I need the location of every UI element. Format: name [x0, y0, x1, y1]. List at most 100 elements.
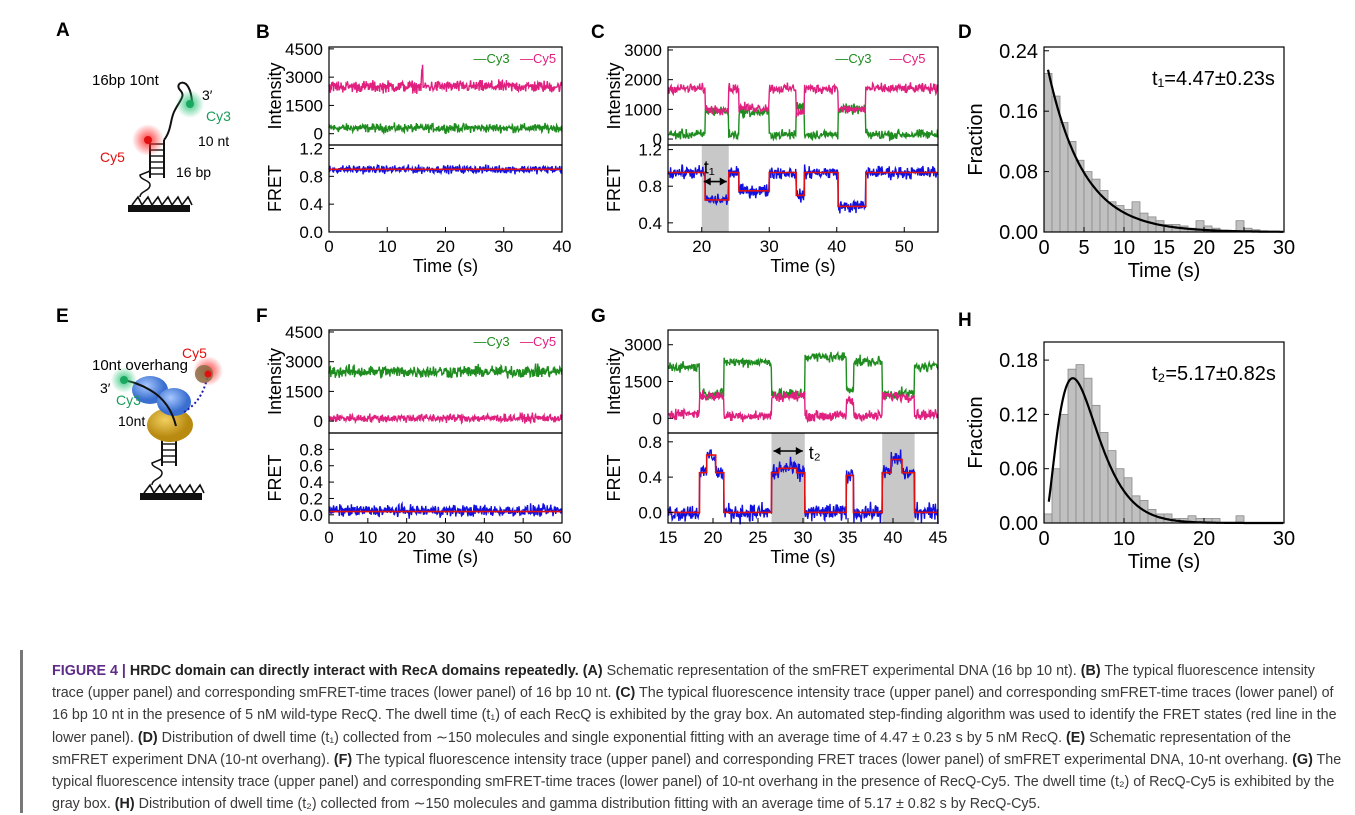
x-tick-label: 15 — [659, 528, 678, 547]
trace-cy3 — [328, 122, 563, 136]
caption-text-c: The typical fluorescence intensity trace… — [52, 685, 1337, 746]
x-tick-label: 10 — [1113, 237, 1135, 259]
cy3-label-a: Cy3 — [206, 108, 231, 124]
reca-domain-2 — [157, 388, 191, 416]
dwell-annotation: t₂ — [809, 443, 821, 463]
legend-cy5: —Cy5 — [520, 51, 556, 66]
nt-label-a: 10 nt — [198, 133, 229, 149]
fret-y-tick-label: 0.0 — [638, 503, 662, 522]
intensity-y-tick-label: 4500 — [285, 323, 323, 342]
panel-label-e: E — [56, 306, 69, 327]
intensity-y-tick-label: 1000 — [624, 100, 662, 119]
intensity-y-tick-label: 0 — [653, 409, 662, 428]
trace-cy5 — [667, 81, 939, 119]
fret-y-tick-label: 0.0 — [299, 506, 323, 525]
hist-bar — [1051, 95, 1061, 233]
y-tick-label: 0.12 — [999, 404, 1038, 426]
caption-text-f: The typical fluorescence intensity trace… — [352, 751, 1289, 768]
cy3-dye-a — [186, 100, 194, 108]
intensity-y-tick-label: 1500 — [285, 382, 323, 401]
caption-title: HRDC domain can directly interact with R… — [125, 663, 579, 679]
hist-bar — [1067, 368, 1077, 524]
trace-chart-G: 0 1500 3000 0.0 0.4 0.8 15 20 25 30 35 40 45 Time (s)… — [604, 329, 948, 567]
trace-cy5 — [328, 64, 563, 94]
x-tick-label: 30 — [494, 237, 513, 256]
fret-fit-line — [668, 454, 938, 514]
fret-y-tick-label: 0.2 — [299, 489, 323, 508]
hrdc-domain — [195, 365, 213, 383]
hist-bar — [1051, 468, 1061, 524]
caption-text-g: The typical fluorescence intensity trace… — [52, 751, 1342, 813]
x-axis-label: Time (s) — [413, 256, 478, 276]
axes-frame — [667, 144, 939, 233]
dwell-arrowheads — [703, 177, 727, 186]
fret-axis-label: FRET — [604, 165, 624, 212]
dwell-box — [701, 145, 729, 232]
fret-axis-label: FRET — [604, 455, 624, 502]
hist-bar — [1075, 364, 1085, 524]
panel-label-c: C — [591, 22, 605, 43]
x-tick-label: 60 — [553, 528, 572, 547]
caption-tag-c: (C) — [615, 685, 636, 702]
x-tick-label: 40 — [827, 237, 846, 256]
x-axis-label: Time (s) — [770, 256, 835, 276]
surface-anchors — [131, 195, 193, 207]
x-tick-label: 45 — [929, 528, 948, 547]
intensity-y-tick-label: 4500 — [285, 40, 323, 59]
histogram-chart-H: 0.00 0.06 0.12 0.18 0 10 20 30 Time (s) Fraction t… — [965, 341, 1295, 573]
x-tick-label: 30 — [1273, 237, 1295, 259]
intensity-y-tick-label: 3000 — [285, 353, 323, 372]
y-tick-label: 0.06 — [999, 459, 1038, 481]
schematic-e-title: 10nt overhang — [92, 357, 188, 374]
hist-bar — [1043, 73, 1053, 233]
trace-cy5 — [667, 390, 939, 424]
bp-label-a: 16 bp — [176, 164, 211, 180]
fret-y-tick-label: 0.8 — [299, 167, 323, 186]
biotin-linker — [139, 170, 151, 198]
legend-cy3: —Cy3 — [473, 51, 509, 66]
x-tick-label: 20 — [1193, 528, 1215, 550]
intensity-y-tick-label: 0 — [314, 412, 323, 431]
y-tick-label: 0.24 — [999, 41, 1038, 63]
intensity-y-tick-label: 1500 — [285, 96, 323, 115]
caption-text-e: Schematic representation of the smFRET e… — [52, 729, 1291, 768]
dwell-arrowheads — [773, 447, 803, 455]
x-tick-label: 20 — [436, 237, 455, 256]
caption-text-h: Distribution of dwell time (t₂) collecte… — [134, 796, 1041, 813]
cy5-label-e: Cy5 — [182, 345, 207, 361]
x-tick-label: 40 — [553, 237, 572, 256]
panel-label-f: F — [256, 306, 268, 327]
caption-text-d: Distribution of dwell time (t₁) collecte… — [157, 729, 1063, 746]
caption-tag-f: (F) — [333, 751, 353, 768]
intensity-axis-label: Intensity — [265, 62, 285, 129]
x-tick-label: 5 — [1078, 237, 1089, 259]
intensity-axis-label: Intensity — [604, 62, 624, 129]
chart-title: t₂=5.17±0.82s — [1152, 363, 1276, 385]
legend-cy5: —Cy5 — [520, 334, 556, 349]
legend-cy5: —Cy5 — [889, 51, 925, 66]
trace-cy5 — [328, 411, 563, 425]
y-tick-label: 0.16 — [999, 101, 1038, 123]
intensity-axis-label: Intensity — [265, 348, 285, 415]
fret-y-tick-label: 1.2 — [638, 141, 662, 160]
caption-tag-a: (A) — [582, 663, 603, 679]
cy5-dye-a — [144, 136, 152, 144]
caption-tag-h: (H) — [114, 796, 135, 813]
panel-label-g: G — [591, 306, 606, 327]
x-tick-label: 10 — [378, 237, 397, 256]
axes-frame — [667, 329, 939, 434]
x-tick-label: 30 — [436, 528, 455, 547]
fret-y-tick-label: 0.0 — [299, 223, 323, 242]
surface-bar — [128, 205, 190, 212]
legend-cy3: —Cy3 — [473, 334, 509, 349]
y-tick-label: 0.00 — [999, 222, 1038, 244]
fret-y-tick-label: 0.8 — [638, 177, 662, 196]
hist-bar — [1059, 413, 1069, 524]
caption-text-a: Schematic representation of the smFRET e… — [602, 663, 1077, 679]
caption-rule — [20, 650, 23, 813]
fret-y-tick-label: 0.4 — [299, 473, 323, 492]
trace-cy3 — [328, 363, 563, 379]
y-tick-label: 0.08 — [999, 162, 1038, 184]
x-axis-label: Time (s) — [413, 547, 478, 567]
